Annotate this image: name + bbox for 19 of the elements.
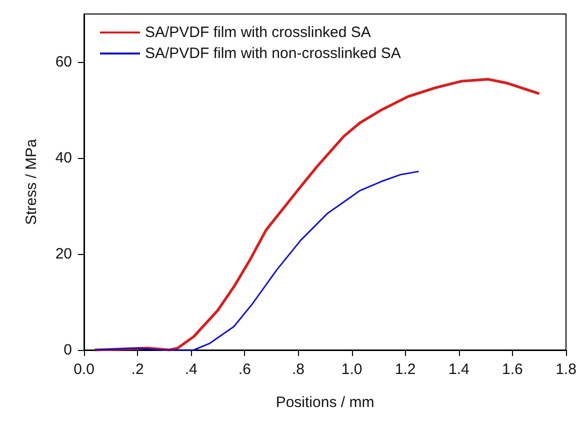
x-axis-title: Positions / mm xyxy=(276,394,374,411)
y-tick-label: 0 xyxy=(64,342,72,358)
x-tick-label: .4 xyxy=(184,361,198,378)
y-tick-label: 20 xyxy=(55,246,72,262)
legend-label: SA/PVDF film with non-crosslinked SA xyxy=(145,45,401,62)
x-tick-label: 1.6 xyxy=(502,361,523,378)
x-tick-label: 0.0 xyxy=(74,361,94,378)
x-tick-label: 1.2 xyxy=(394,361,416,378)
line-series xyxy=(94,170,420,351)
y-tick-label: 40 xyxy=(55,150,72,166)
x-tick-label: 1.4 xyxy=(448,361,470,378)
legend-label: SA/PVDF film with crosslinked SA xyxy=(145,24,371,41)
x-tick-label: .8 xyxy=(292,361,304,378)
x-tick-label: .6 xyxy=(238,361,251,378)
x-tick-label: 1.0 xyxy=(341,361,362,378)
x-tick-label: .2 xyxy=(131,361,144,378)
y-axis-title: Stress / MPa xyxy=(23,138,40,225)
x-tick-label: 1.8 xyxy=(556,361,576,378)
y-tick-label: 60 xyxy=(55,54,72,70)
